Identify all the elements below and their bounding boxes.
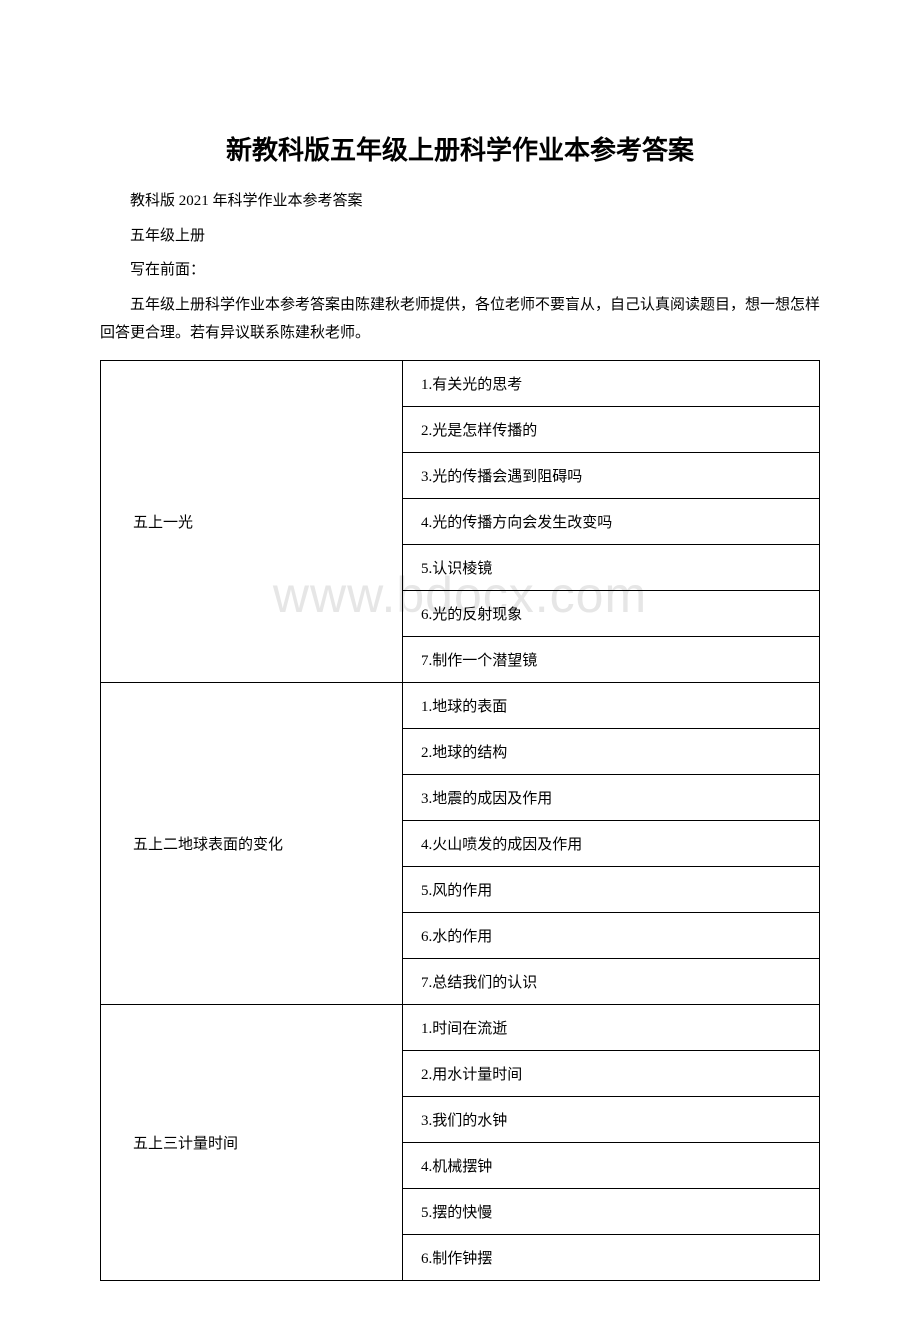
lesson-cell: 5.认识棱镜 [402, 544, 819, 590]
table-row: 五上三计量时间1.时间在流逝 [101, 1004, 820, 1050]
intro-line-2: 五年级上册 [100, 222, 820, 251]
curriculum-table: 五上一光1.有关光的思考2.光是怎样传播的3.光的传播会遇到阻碍吗4.光的传播方… [100, 360, 820, 1281]
intro-line-4: 五年级上册科学作业本参考答案由陈建秋老师提供，各位老师不要盲从，自己认真阅读题目… [100, 291, 820, 348]
lesson-cell: 4.机械摆钟 [402, 1142, 819, 1188]
lesson-cell: 6.制作钟摆 [402, 1234, 819, 1280]
table-row: 五上一光1.有关光的思考 [101, 360, 820, 406]
lesson-cell: 2.光是怎样传播的 [402, 406, 819, 452]
lesson-cell: 5.风的作用 [402, 866, 819, 912]
lesson-cell: 3.地震的成因及作用 [402, 774, 819, 820]
lesson-cell: 2.用水计量时间 [402, 1050, 819, 1096]
lesson-cell: 6.水的作用 [402, 912, 819, 958]
lesson-cell: 6.光的反射现象 [402, 590, 819, 636]
lesson-cell: 4.光的传播方向会发生改变吗 [402, 498, 819, 544]
lesson-cell: 4.火山喷发的成因及作用 [402, 820, 819, 866]
lesson-cell: 1.有关光的思考 [402, 360, 819, 406]
intro-line-3: 写在前面： [100, 256, 820, 285]
intro-line-1: 教科版 2021 年科学作业本参考答案 [100, 187, 820, 216]
table-row: 五上二地球表面的变化1.地球的表面 [101, 682, 820, 728]
unit-name-cell: 五上三计量时间 [101, 1004, 403, 1280]
unit-name-cell: 五上二地球表面的变化 [101, 682, 403, 1004]
lesson-cell: 1.时间在流逝 [402, 1004, 819, 1050]
lesson-cell: 1.地球的表面 [402, 682, 819, 728]
lesson-cell: 7.总结我们的认识 [402, 958, 819, 1004]
lesson-cell: 3.我们的水钟 [402, 1096, 819, 1142]
document-title: 新教科版五年级上册科学作业本参考答案 [100, 130, 820, 167]
lesson-cell: 7.制作一个潜望镜 [402, 636, 819, 682]
lesson-cell: 5.摆的快慢 [402, 1188, 819, 1234]
lesson-cell: 2.地球的结构 [402, 728, 819, 774]
lesson-cell: 3.光的传播会遇到阻碍吗 [402, 452, 819, 498]
unit-name-cell: 五上一光 [101, 360, 403, 682]
